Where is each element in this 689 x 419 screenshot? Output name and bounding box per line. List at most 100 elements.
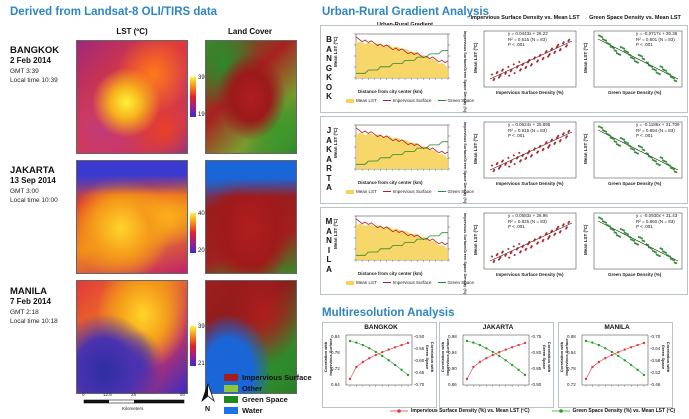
city-letter: T <box>326 173 332 183</box>
col-title-green: Green Space Density vs. Mean LST <box>589 15 681 21</box>
city-letter: N <box>326 54 332 63</box>
landcover-legend: Impervious Surface Other Green Space Wat… <box>224 372 312 416</box>
imp-equation: y = 0.0624x + 25.895 R² = 0.915 (N = 83) P… <box>508 122 550 139</box>
mr-ylabel-left: Correlation with Impervious Surface <box>323 338 333 376</box>
city-name: MANILA <box>10 286 47 297</box>
scale-tick-3: 50 <box>180 392 186 397</box>
gradient-chart <box>354 33 450 80</box>
scale-unit: Kilometers <box>122 406 144 411</box>
scatter-imp-ylabel: Mean LST (ºC) <box>473 42 478 73</box>
landcover-map-jakarta <box>205 160 297 274</box>
scatter-green-ylabel: Mean LST (ºC) <box>583 42 588 73</box>
gradient-xlabel: Distance from city center (km) <box>358 180 423 185</box>
mr-title: Multiresolution Analysis <box>322 307 455 319</box>
scatter-impervious <box>483 121 577 179</box>
equation-line: y = 0.0443x + 26.22 <box>508 31 548 36</box>
mr-right-tick: -0.80 <box>531 350 542 355</box>
scatter-green <box>593 212 683 270</box>
gradient-legend-item: Green Space <box>437 280 475 285</box>
mr-ylabel-right: Correlation with Green Space <box>425 341 435 373</box>
equation-line: R² = 0.615 (N = 83) <box>508 36 547 42</box>
mr-legend-green: Green Space Density (%) vs. Mean LST (ºC… <box>551 408 676 414</box>
mr-left-tick: 0.94 <box>448 350 457 355</box>
scale-tick-1: 12.5 <box>103 392 112 397</box>
legend-label: Water <box>242 406 263 415</box>
city-local-time: Local time 10:00 <box>10 197 58 204</box>
gradient-xlabel: Distance from city center (km) <box>358 271 423 276</box>
gradient-legend-label: Green Space <box>447 98 475 103</box>
left-title: Derived from Landsat-8 OLI/TIRS data <box>10 6 218 18</box>
legend-item: Impervious Surface <box>224 372 312 383</box>
lst-map-bangkok <box>76 40 188 154</box>
gradient-legend-item: Mean LST <box>346 280 377 285</box>
landcover-map-bangkok <box>205 40 297 154</box>
gradient-legend-item: Green Space <box>437 98 475 103</box>
city-letter: K <box>326 145 332 154</box>
mr-left-tick: 0.98 <box>448 334 457 339</box>
mr-right-tick: -0.60 <box>414 358 425 363</box>
city-letter: M <box>325 217 333 226</box>
colorbar-min: 20.7 <box>198 248 210 254</box>
scatter-imp-xlabel: Impervious Surface Density (%) <box>496 272 564 277</box>
city-gmt: GMT 3:00 <box>10 188 39 195</box>
equation-line: y = 0.0624x + 25.895 <box>508 122 551 127</box>
scatter-impervious <box>483 30 577 88</box>
mr-legend-green-label: Green Space Density (%) vs. Mean LST (ºC… <box>572 408 676 414</box>
city-date: 2 Feb 2014 <box>10 56 51 65</box>
gradient-chart <box>354 215 450 262</box>
legend-label: Other <box>242 384 263 393</box>
equation-line: R² = 0.860 (N = 83) <box>636 218 675 224</box>
mr-left-tick: 0.84 <box>331 334 340 339</box>
city-letter: K <box>326 73 332 82</box>
north-arrow-icon <box>201 383 215 403</box>
gradient-ylabel-lst: Mean LST (ºC) <box>333 36 338 67</box>
equation-line: R² = 0.894 (N = 83) <box>636 127 675 133</box>
col-title-imp: Impervious Surface Density vs. Mean LST <box>470 15 580 21</box>
gradient-legend-item: Green Space <box>437 189 475 194</box>
mr-left-tick: 0.78 <box>567 366 576 371</box>
mr-right-tick: -0.70 <box>650 334 661 339</box>
equation-line: P < .001 <box>636 224 653 229</box>
mr-legend-green-marker <box>551 409 570 413</box>
mr-right-tick: -0.90 <box>531 382 542 387</box>
city-letter: G <box>325 63 333 73</box>
gradient-legend-label: Mean LST <box>356 280 377 285</box>
scatter-green-xlabel: Green Space Density (%) <box>608 181 662 186</box>
city-date: 7 Feb 2014 <box>10 297 51 306</box>
mr-right-tick: -0.70 <box>414 382 425 387</box>
gradient-legend: Mean LST Impervious Surface Green Space <box>346 280 474 285</box>
lst-map-jakarta <box>76 160 188 274</box>
city-letter: A <box>326 264 332 274</box>
mr-right-tick: -0.55 <box>414 346 425 351</box>
legend-label: Impervious Surface <box>242 373 312 382</box>
mr-panel-title: JAKARTA <box>482 324 514 331</box>
gradient-legend-swatch <box>382 282 391 283</box>
gradient-legend-label: Impervious Surface <box>392 98 432 103</box>
urg-row-frame <box>320 116 688 204</box>
gradient-legend-label: Green Space <box>447 189 475 194</box>
city-letter: I <box>327 245 331 255</box>
landcover-column-header: Land Cover <box>227 27 272 36</box>
mr-left-tick: 0.72 <box>567 382 576 387</box>
legend-swatch <box>224 385 238 392</box>
gradient-legend-label: Green Space <box>447 280 475 285</box>
city-info-manila: MANILA 7 Feb 2014 GMT 2:18 Local time 10… <box>10 286 58 326</box>
equation-line: y = -0.0717x + 30.36 <box>636 31 678 36</box>
city-gmt: GMT 2:18 <box>10 309 39 316</box>
mr-chart <box>462 334 530 387</box>
mr-chart <box>345 334 413 387</box>
equation-line: P < .001 <box>508 42 525 47</box>
gradient-legend-label: Mean LST <box>356 189 377 194</box>
mr-left-tick: 0.84 <box>567 350 576 355</box>
gradient-legend-swatch <box>382 100 391 101</box>
city-letter: A <box>326 135 332 145</box>
mr-ylabel-left: Correlation with Impervious Surface <box>440 338 450 376</box>
city-letter: R <box>326 164 332 173</box>
imp-equation: y = 0.0443x + 26.22 R² = 0.615 (N = 83) P … <box>508 31 548 48</box>
mr-right-tick: -0.85 <box>531 366 542 371</box>
equation-line: y = -0.0930x + 31.43 <box>636 213 678 218</box>
gradient-legend: Mean LST Impervious Surface Green Space <box>346 189 474 194</box>
lst-colorbar-jakarta <box>190 213 196 253</box>
gradient-legend-label: Impervious Surface <box>392 280 432 285</box>
